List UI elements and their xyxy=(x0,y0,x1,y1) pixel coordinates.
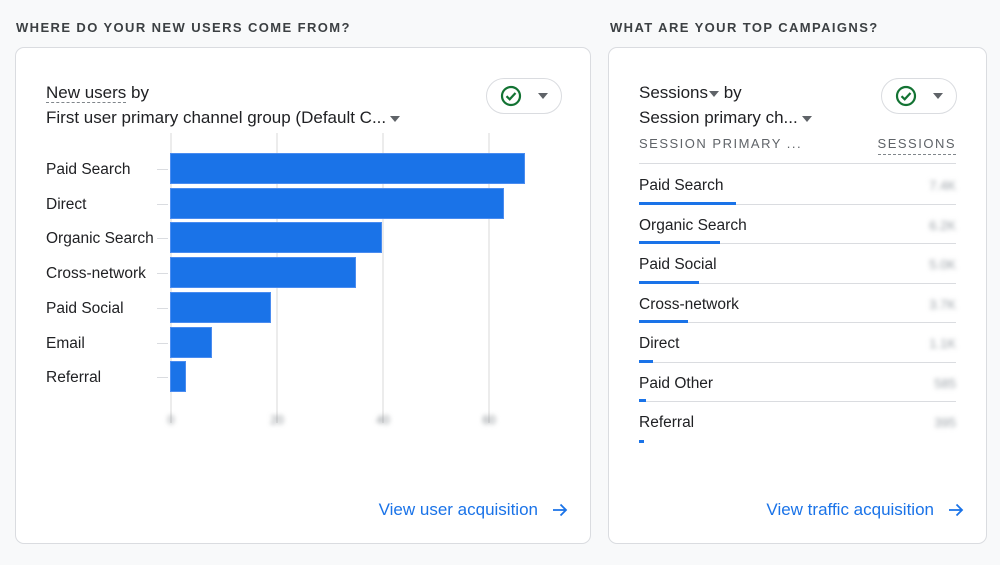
bar-row: Direct xyxy=(16,187,592,221)
row-channel-name: Cross-network xyxy=(639,295,739,313)
compare-button[interactable] xyxy=(881,78,957,114)
x-axis-tick-label: 40 xyxy=(376,413,390,427)
gridline xyxy=(488,133,490,423)
by-label: by xyxy=(723,83,742,102)
bar-row: Cross-network xyxy=(16,257,592,290)
table-row[interactable]: Cross-network 3.7K xyxy=(639,284,956,323)
link-label: View traffic acquisition xyxy=(766,500,934,519)
row-sessions-value: 585 xyxy=(934,375,956,391)
row-sessions-value: 5.0K xyxy=(929,257,956,272)
bar-row: Paid Search xyxy=(16,153,592,186)
bar-category-label: Direct xyxy=(46,195,87,213)
bar[interactable] xyxy=(170,153,526,184)
metric-selector[interactable]: Sessions xyxy=(639,83,719,102)
axis-tick xyxy=(157,169,168,170)
metric-selector[interactable]: New users xyxy=(46,83,127,103)
row-proportion-bar xyxy=(639,280,699,284)
bar-chart: 0 20 40 60 Paid Search Direct Organic Search Cr… xyxy=(16,133,592,443)
top-campaigns-card: Sessions by Session primary ch... SESSIO… xyxy=(608,47,987,544)
x-axis-tick-label: 60 xyxy=(482,413,496,427)
dimension-label: Session primary ch... xyxy=(639,108,798,127)
dimension-selector[interactable]: First user primary channel group (Defaul… xyxy=(46,105,401,130)
caret-down-icon xyxy=(933,93,943,99)
bar[interactable] xyxy=(170,222,382,254)
row-channel-name: Paid Social xyxy=(639,256,717,273)
table-row[interactable]: Paid Search 7.4K xyxy=(639,165,956,205)
x-axis-tick-label: 0 xyxy=(167,413,175,427)
arrow-right-icon xyxy=(949,503,964,517)
bar-row: Organic Search xyxy=(16,222,592,255)
axis-tick xyxy=(157,273,168,275)
bar-category-label: Paid Social xyxy=(46,299,124,317)
section-title-top-campaigns: WHAT ARE YOUR TOP CAMPAIGNS? xyxy=(610,20,879,35)
link-label: View user acquisition xyxy=(378,500,538,519)
axis-tick xyxy=(157,307,168,309)
axis-tick xyxy=(157,342,168,344)
bar-category-label: Email xyxy=(46,334,85,352)
row-channel-name: Paid Search xyxy=(639,177,724,194)
metric-label: Sessions xyxy=(639,83,708,102)
row-sessions-value: 3.7K xyxy=(929,296,956,312)
new-users-card: New users by First user primary channel … xyxy=(15,47,591,544)
row-proportion-bar xyxy=(639,201,736,205)
dimension-selector[interactable]: Session primary ch... xyxy=(639,105,812,130)
caret-down-icon xyxy=(708,90,719,97)
bar-row: Email xyxy=(16,326,592,360)
row-sessions-value: 395 xyxy=(934,415,956,430)
row-sessions-value: 1.1K xyxy=(929,336,956,351)
axis-tick xyxy=(157,238,168,240)
row-proportion-bar xyxy=(639,399,646,402)
column-header-dimension: SESSION PRIMARY ... xyxy=(639,136,803,151)
bar[interactable] xyxy=(170,326,213,358)
table-row[interactable]: Referral 395 xyxy=(639,402,956,443)
row-channel-name: Referral xyxy=(639,414,695,431)
bar[interactable] xyxy=(170,291,271,323)
table-row[interactable]: Direct 1.1K xyxy=(639,323,956,363)
bar-row: Paid Social xyxy=(16,291,592,325)
row-channel-name: Paid Other xyxy=(639,374,714,392)
row-proportion-bar xyxy=(639,241,720,244)
table-row[interactable]: Paid Social 5.0K xyxy=(639,244,956,284)
table-row[interactable]: Organic Search 6.2K xyxy=(639,205,956,244)
check-circle-icon xyxy=(895,85,917,107)
row-channel-name: Direct xyxy=(639,335,680,352)
bar-category-label: Organic Search xyxy=(46,230,154,248)
bar[interactable] xyxy=(170,361,186,393)
section-title-new-users: WHERE DO YOUR NEW USERS COME FROM? xyxy=(16,20,351,35)
row-sessions-value: 7.4K xyxy=(929,178,956,193)
row-proportion-bar xyxy=(639,439,644,443)
caret-down-icon xyxy=(390,115,401,122)
bar[interactable] xyxy=(170,257,356,289)
caret-down-icon xyxy=(801,115,812,122)
view-user-acquisition-link[interactable]: View user acquisition xyxy=(379,500,568,520)
view-traffic-acquisition-link[interactable]: View traffic acquisition xyxy=(766,500,964,520)
x-axis-tick-label: 20 xyxy=(270,413,284,427)
table-header: SESSION PRIMARY ... SESSIONS xyxy=(639,136,956,164)
bar-row: Referral xyxy=(16,361,592,394)
row-channel-name: Organic Search xyxy=(639,216,747,234)
gridline xyxy=(382,133,384,423)
table-row[interactable]: Paid Other 585 xyxy=(639,363,956,402)
bar-category-label: Cross-network xyxy=(46,265,146,283)
check-circle-icon xyxy=(500,85,522,107)
arrow-right-icon xyxy=(553,503,568,517)
card-heading: New users by First user primary channel … xyxy=(46,80,401,130)
row-proportion-bar xyxy=(639,320,688,323)
row-proportion-bar xyxy=(639,359,653,363)
bar-category-label: Referral xyxy=(46,369,102,387)
bar[interactable] xyxy=(170,187,504,219)
caret-down-icon xyxy=(538,93,548,99)
axis-tick xyxy=(157,377,168,379)
by-label: by xyxy=(131,83,150,102)
column-header-sessions[interactable]: SESSIONS xyxy=(877,136,956,155)
compare-button[interactable] xyxy=(486,78,562,114)
axis-tick xyxy=(157,203,168,205)
card-heading: Sessions by Session primary ch... xyxy=(639,80,812,130)
dimension-label: First user primary channel group (Defaul… xyxy=(46,108,387,127)
bar-category-label: Paid Search xyxy=(46,161,131,178)
row-sessions-value: 6.2K xyxy=(929,217,956,233)
